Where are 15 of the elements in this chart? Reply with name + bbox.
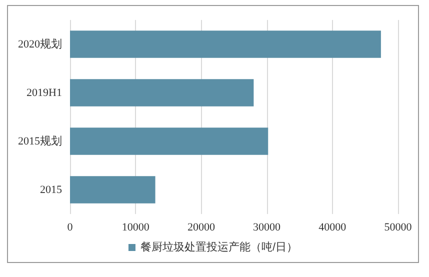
x-tick-label: 40000 <box>318 222 347 234</box>
x-tick-label: 50000 <box>384 222 412 234</box>
x-tick-label: 30000 <box>253 222 282 234</box>
x-tick-label: 20000 <box>187 222 216 234</box>
y-tick-label: 2020规划 <box>18 37 62 50</box>
bar <box>70 176 156 204</box>
bar <box>70 128 268 155</box>
bar <box>70 79 254 106</box>
x-tick-label: 0 <box>67 222 74 234</box>
y-tick-label: 2015规划 <box>18 134 62 148</box>
y-tick-label: 2019H1 <box>26 86 62 99</box>
legend-label: 餐厨垃圾处置投运产能（吨/日） <box>140 240 298 254</box>
x-tick-label: 10000 <box>122 222 150 234</box>
bar <box>70 30 381 58</box>
y-tick-label: 2015 <box>40 184 62 196</box>
